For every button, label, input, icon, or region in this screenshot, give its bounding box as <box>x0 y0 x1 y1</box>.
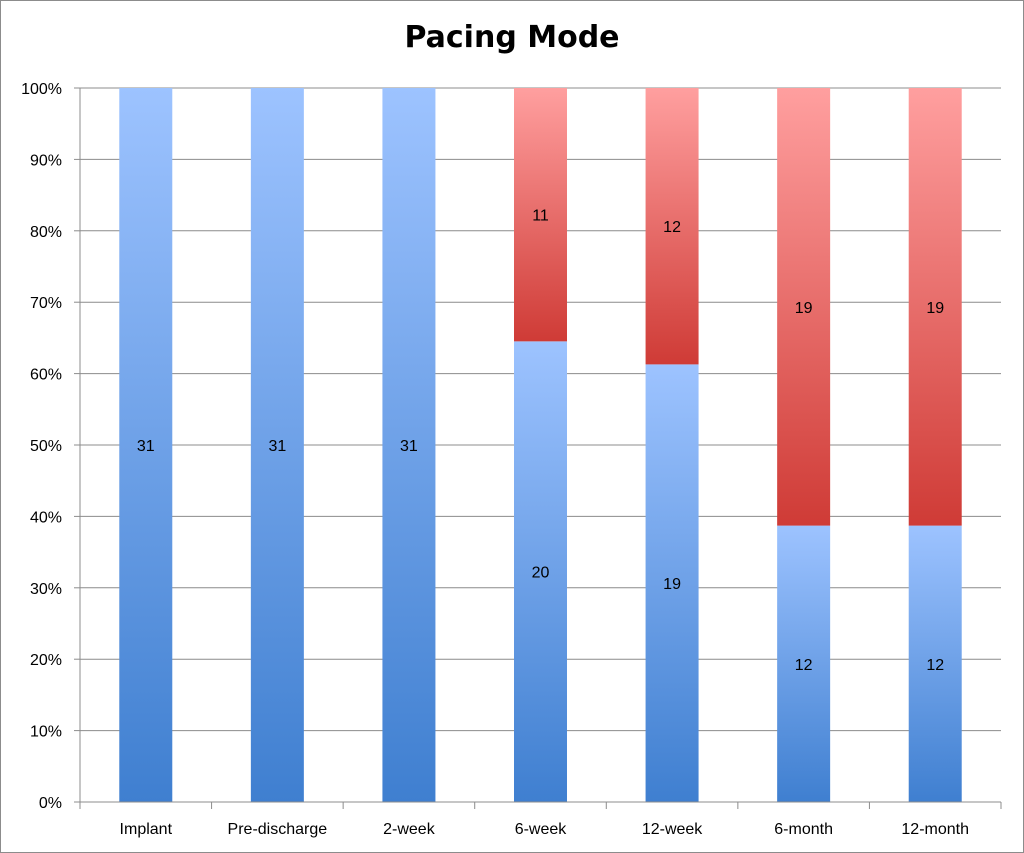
x-tick-label: 12-month <box>901 821 969 838</box>
bar-segment-blue <box>250 88 304 802</box>
bar-segment-blue <box>119 88 173 802</box>
x-tick-label: 6-month <box>774 821 833 838</box>
chart-title: Pacing Mode <box>404 20 620 55</box>
y-tick-label: 60% <box>30 367 62 384</box>
bar-segment-blue <box>514 341 567 802</box>
y-tick-label: 30% <box>30 581 62 598</box>
data-label: 31 <box>268 438 286 455</box>
x-tick-label: 2-week <box>383 821 436 838</box>
y-tick-label: 10% <box>30 724 62 741</box>
data-label: 19 <box>926 300 944 317</box>
data-label: 12 <box>663 219 681 236</box>
x-tick-label: Pre-discharge <box>228 821 328 838</box>
data-label: 12 <box>795 657 813 674</box>
bar-segment-blue <box>777 525 831 802</box>
y-tick-label: 70% <box>30 295 62 312</box>
data-label: 11 <box>532 208 549 225</box>
bar-segment-red <box>645 88 699 365</box>
data-label: 20 <box>532 565 550 582</box>
bar-segment-blue <box>908 525 962 802</box>
bar-segment-red <box>908 88 962 526</box>
y-tick-label: 40% <box>30 509 62 526</box>
y-tick-label: 90% <box>30 152 62 169</box>
bar-segment-blue <box>382 88 436 802</box>
data-label: 31 <box>400 438 418 455</box>
bar-segment-red <box>777 88 831 526</box>
y-tick-label: 50% <box>30 438 62 455</box>
y-tick-label: 80% <box>30 224 62 241</box>
data-label: 12 <box>926 657 944 674</box>
y-tick-label: 20% <box>30 652 62 669</box>
data-label: 19 <box>663 576 681 593</box>
x-tick-label: Implant <box>120 821 173 838</box>
bar-segment-blue <box>645 364 699 802</box>
bar-segment-red <box>514 88 567 342</box>
y-tick-label: 100% <box>21 81 62 98</box>
y-tick-label: 0% <box>39 795 62 812</box>
data-label: 19 <box>795 300 813 317</box>
x-tick-label: 12-week <box>642 821 703 838</box>
x-tick-label: 6-week <box>515 821 568 838</box>
data-label: 31 <box>137 438 155 455</box>
